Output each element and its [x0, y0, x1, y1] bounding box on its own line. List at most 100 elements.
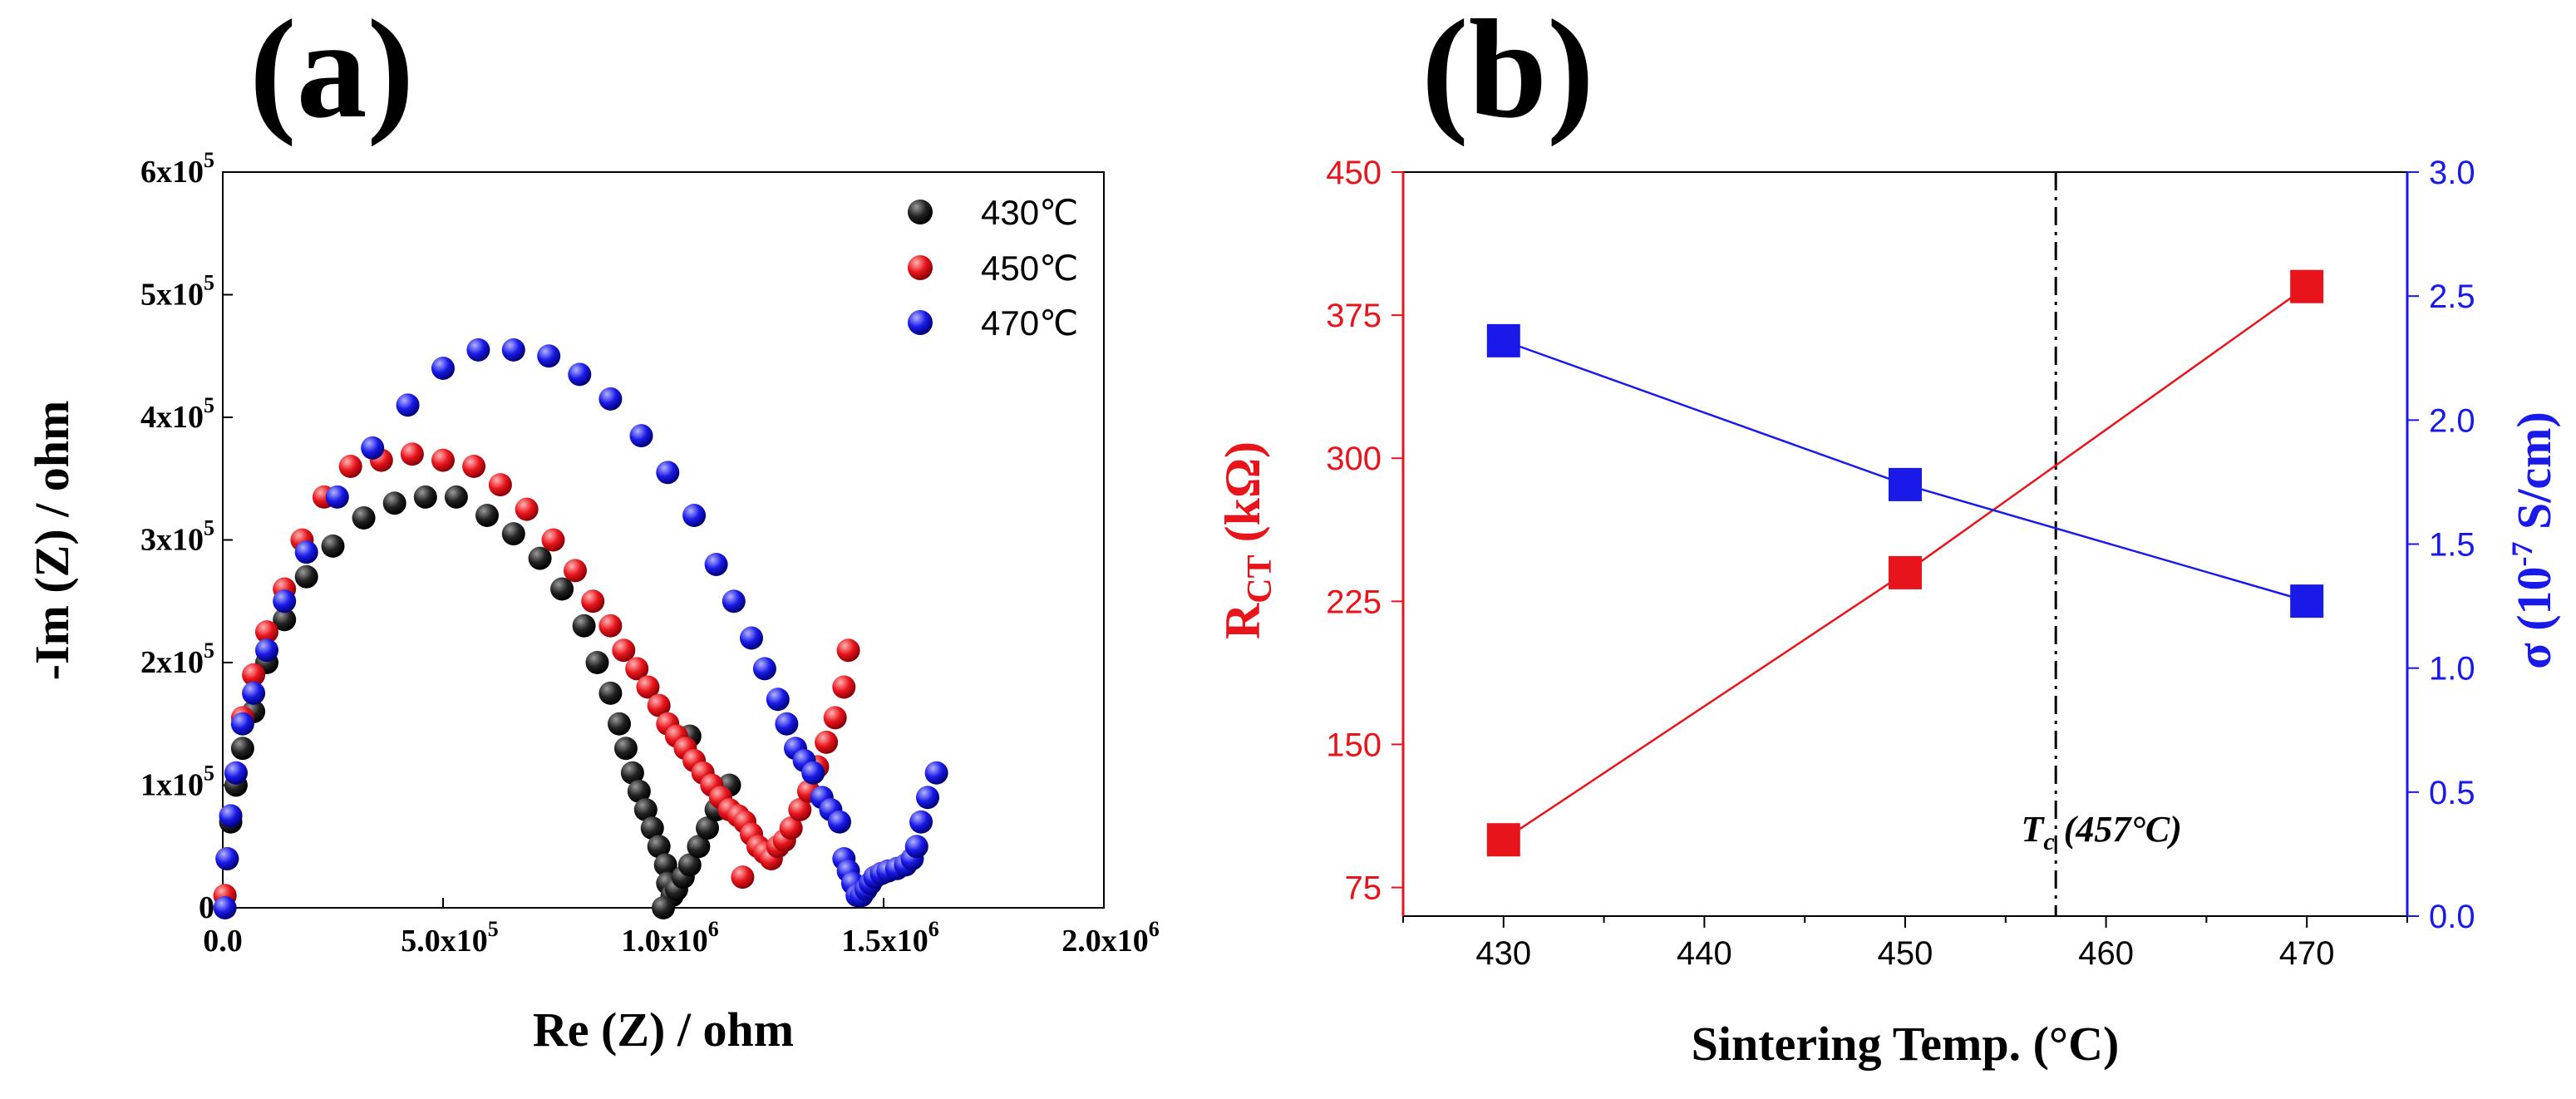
- data-point: [909, 810, 933, 834]
- data-point: [832, 675, 856, 699]
- a-y-tick-label: 3x105: [140, 516, 214, 558]
- data-point: [321, 534, 345, 558]
- data-point: [788, 798, 812, 821]
- b-right-tick-label: 2.0: [2429, 402, 2475, 439]
- legend-label-470: 470℃: [981, 303, 1078, 343]
- a-x-tick-exponent: 6: [708, 917, 719, 941]
- data-point: [466, 338, 490, 362]
- panel-b-x-axis-title: Sintering Temp. (°C): [1692, 1017, 2120, 1071]
- b-right-tick-label: 1.0: [2429, 651, 2475, 687]
- a-x-tick-exponent: 6: [928, 917, 939, 941]
- data-point: [294, 564, 318, 589]
- data-point: [230, 737, 254, 761]
- panel-b-x-axis: 430 440 450 460 470: [1402, 916, 2408, 972]
- data-point: [612, 638, 636, 663]
- a-y-tick-label: 4x105: [140, 393, 214, 435]
- data-point: [836, 638, 860, 663]
- data-point: [431, 357, 455, 380]
- data-point: [640, 816, 664, 840]
- data-point: [396, 393, 420, 417]
- data-point: [629, 424, 653, 448]
- data-point: [501, 522, 525, 546]
- a-y-tick-label: 5x105: [140, 271, 214, 313]
- data-point: [731, 865, 755, 890]
- data-point: [325, 485, 349, 509]
- data-point: [230, 712, 254, 736]
- data-marker: [1889, 467, 1922, 501]
- a-x-tick-label: 0.0: [203, 924, 243, 959]
- a-x-tick-mantissa: 1.5x10: [841, 924, 928, 959]
- sigma-sup: -7: [2505, 541, 2539, 566]
- data-point: [537, 344, 561, 368]
- data-point: [488, 473, 512, 497]
- data-point: [550, 577, 574, 601]
- data-point: [652, 896, 675, 919]
- data-point: [722, 589, 746, 614]
- a-x-tick-label: 2.0x106: [1061, 917, 1160, 959]
- data-point: [255, 638, 278, 663]
- b-right-tick-label: 1.5: [2429, 527, 2475, 564]
- series-right: [1486, 323, 2324, 618]
- legend-label-450: 450℃: [981, 249, 1078, 288]
- a-y-tick-exponent: 5: [204, 761, 214, 786]
- rct-main: R: [1215, 603, 1270, 639]
- panel-b-left-axis-title: RCT (kΩ): [1215, 441, 1279, 639]
- data-point: [916, 786, 939, 810]
- tc-label-sub: c: [2043, 828, 2054, 855]
- panel-b-left-y-axis: 75 150 225 300 375 450: [1326, 155, 1403, 907]
- a-x-tick-mantissa: 5.0x10: [401, 924, 488, 959]
- a-x-tick-mantissa: 1.0x10: [621, 924, 708, 959]
- a-x-tick-mantissa: 2.0x10: [1061, 924, 1149, 959]
- data-point: [752, 657, 776, 681]
- b-left-tick-label: 150: [1326, 727, 1382, 763]
- panel-a-x-axis: 0.0 5.0x105 1.0x106 1.5x106 2.0x106: [203, 898, 1160, 959]
- panel-a-y-axis-title: -Im (Z) / ohm: [25, 401, 79, 681]
- a-x-tick-label: 1.5x106: [841, 917, 939, 959]
- data-point: [636, 675, 660, 699]
- a-x-tick-exponent: 5: [488, 917, 499, 941]
- panel-b-right-axis-title: σ (10-7 S/cm): [2505, 412, 2561, 669]
- a-y-tick-exponent: 5: [204, 638, 214, 663]
- a-x-tick-exponent: 6: [1149, 917, 1160, 941]
- a-y-tick-mantissa: 6x10: [140, 155, 204, 190]
- a-x-tick-label: 1.0x106: [621, 917, 719, 959]
- data-point: [501, 338, 525, 362]
- data-point: [801, 761, 825, 785]
- data-point: [400, 442, 424, 466]
- data-point: [224, 761, 248, 785]
- data-point: [444, 485, 468, 509]
- data-marker: [1486, 323, 1520, 357]
- a-y-tick-exponent: 5: [204, 148, 214, 172]
- sigma-unit: S/cm): [2507, 412, 2561, 541]
- sigma-main: σ (10: [2507, 566, 2561, 668]
- data-point: [766, 687, 790, 712]
- legend-label-430: 430℃: [981, 193, 1078, 232]
- data-point: [598, 681, 623, 705]
- data-point: [598, 387, 623, 411]
- a-y-tick-mantissa: 2x10: [140, 645, 204, 680]
- panel-b-label: (b): [1421, 0, 1594, 147]
- data-point: [382, 491, 406, 515]
- b-left-tick-label: 450: [1326, 155, 1382, 191]
- data-point: [242, 681, 266, 705]
- a-y-tick-mantissa: 3x10: [140, 523, 204, 558]
- legend-marker-430: [908, 200, 933, 224]
- panel-a-label: (a): [249, 0, 414, 147]
- b-x-tick-label: 450: [1878, 935, 1933, 972]
- data-point: [585, 651, 609, 674]
- a-y-tick-exponent: 5: [204, 393, 214, 417]
- a-y-tick-mantissa: 5x10: [140, 278, 204, 313]
- data-point: [475, 504, 499, 527]
- data-marker: [2290, 269, 2324, 303]
- b-right-tick-label: 0.5: [2429, 775, 2475, 811]
- data-point: [682, 504, 707, 527]
- data-point: [361, 436, 385, 460]
- legend-marker-450: [908, 255, 933, 280]
- a-x-tick-mantissa: 0.0: [203, 924, 243, 959]
- tc-label: Tc (457°C): [2021, 809, 2181, 855]
- a-x-tick-label: 5.0x105: [401, 917, 499, 959]
- data-point: [677, 853, 702, 877]
- rct-sub: CT: [1241, 554, 1279, 603]
- b-x-tick-label: 460: [2078, 935, 2134, 972]
